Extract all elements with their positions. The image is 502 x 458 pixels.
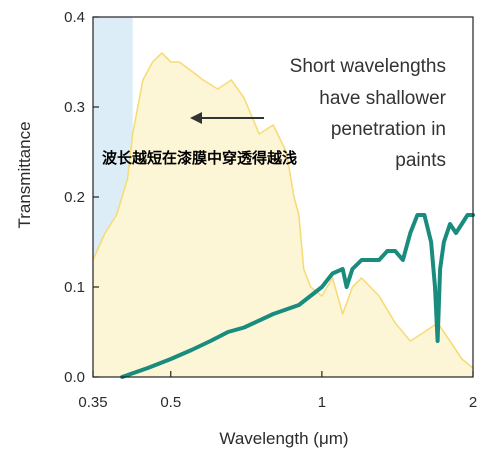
annotation-line-4: paints [395,150,446,171]
plot-layer [92,17,475,379]
chinese-caption: 波长越短在漆膜中穿透得越浅 [102,149,297,167]
annotation-line-1: Short wavelengths [290,56,446,77]
y-tick-label: 0.2 [64,189,85,206]
series-1-line [120,213,475,379]
annotation-arrow [190,112,264,124]
annotation-line-2: have shallower [319,88,446,109]
y-tick-label: 0.3 [64,99,85,116]
y-axis-label: Transmittance [15,121,34,228]
y-tick-label: 0.1 [64,279,85,296]
series-0-line [92,52,474,369]
tick-layer: 0.0 0.1 0.2 0.3 0.4 0.35 0.5 1 2 [64,9,477,411]
y-tick-label: 0.4 [64,9,85,26]
x-tick-label: 1 [318,394,326,411]
x-tick-label: 0.5 [160,394,181,411]
annotation-line-3: penetration in [331,119,446,140]
y-tick-label: 0.0 [64,369,85,386]
x-axis-label: Wavelength (μm) [219,429,348,448]
x-tick-label: 2 [469,394,477,411]
x-tick-label: 0.35 [78,394,107,411]
